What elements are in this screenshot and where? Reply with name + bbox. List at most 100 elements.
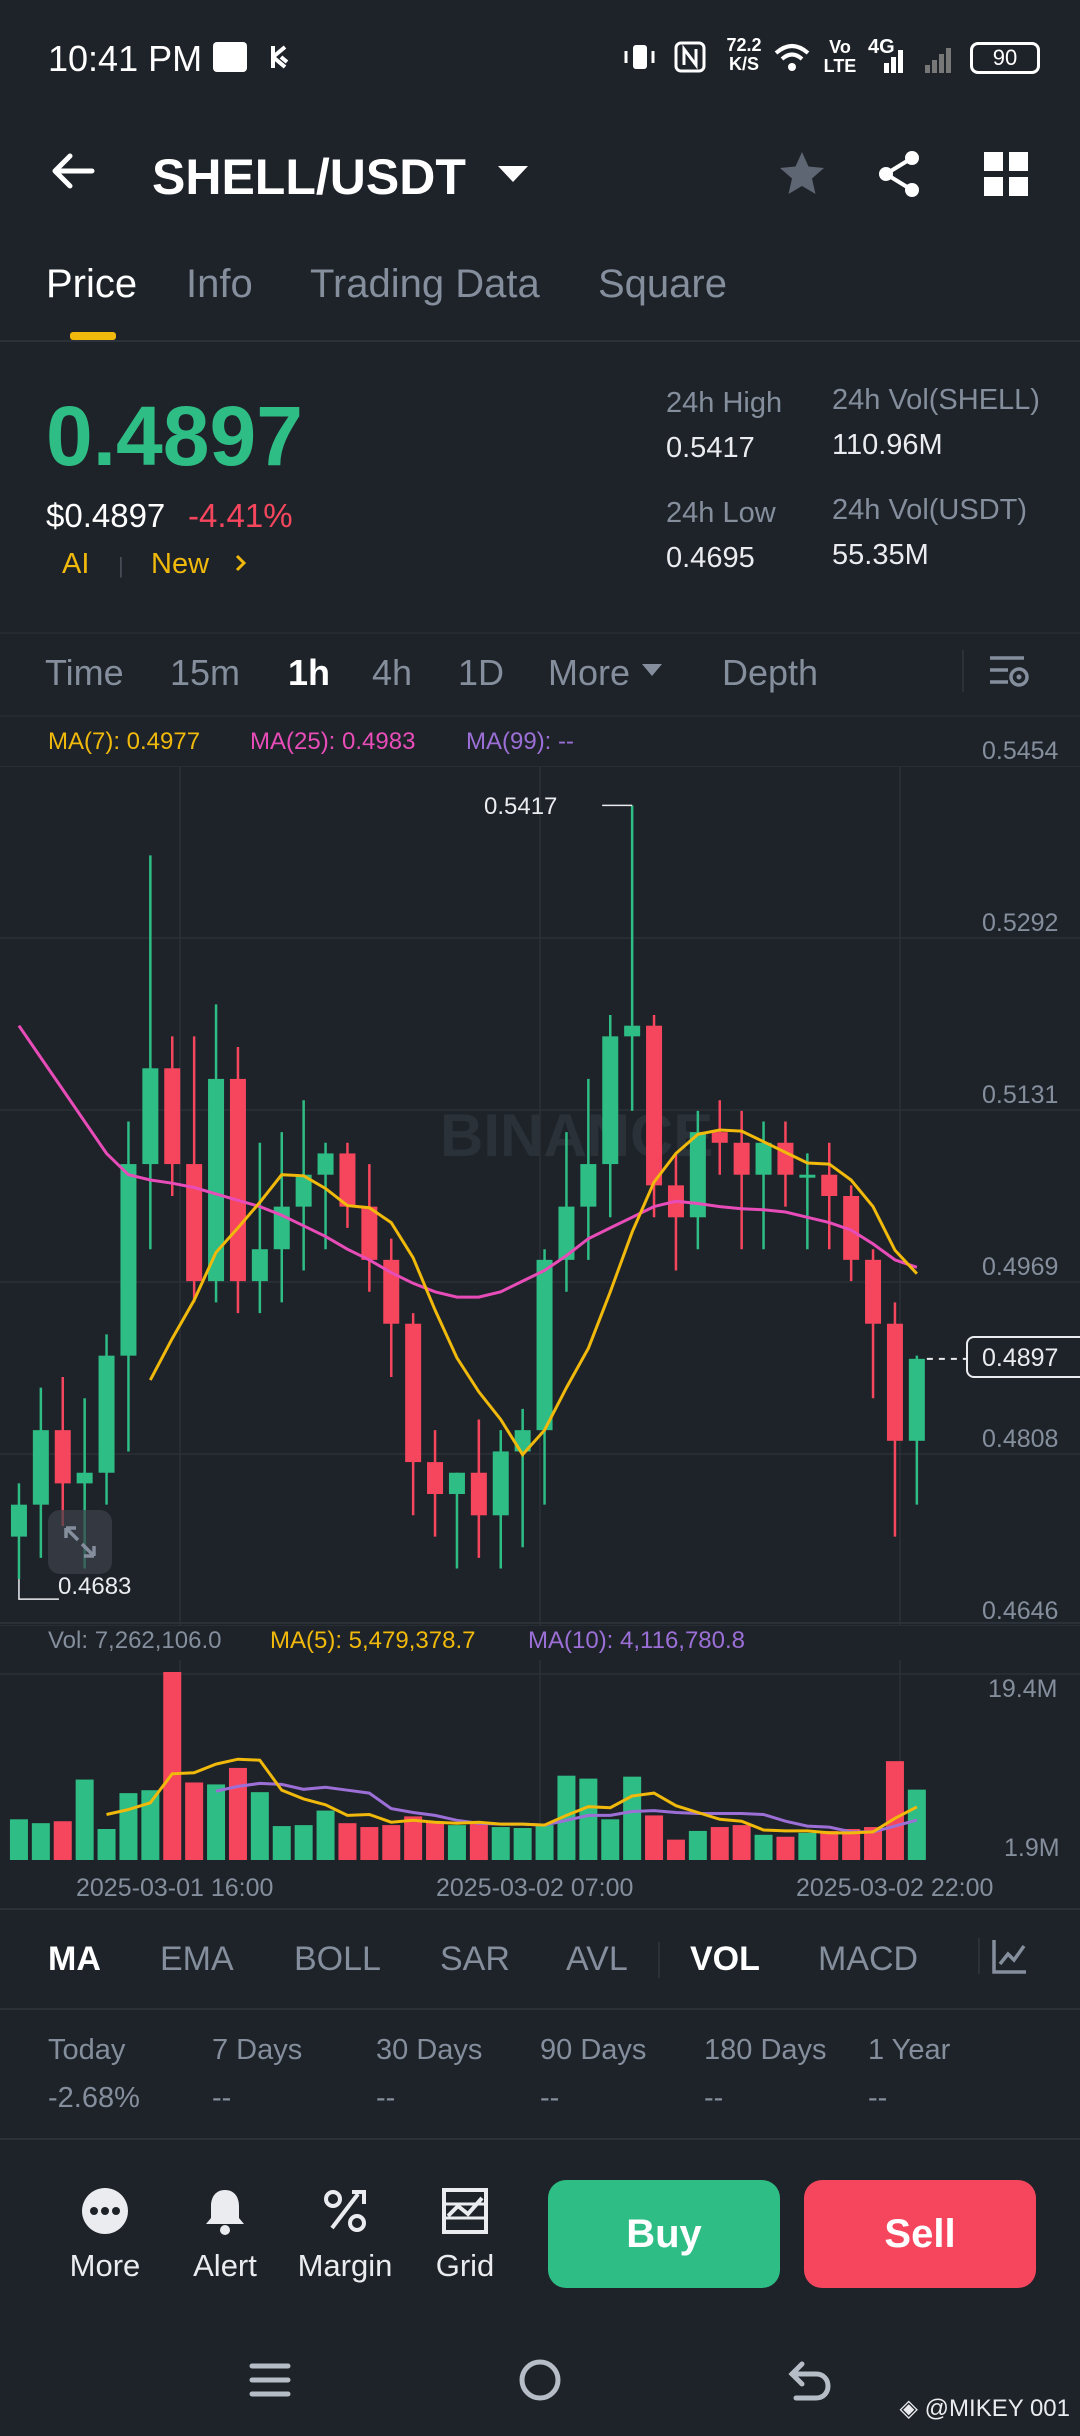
candle-body	[164, 1068, 181, 1165]
y-tick-label: 0.4808	[982, 1425, 1059, 1453]
volume-bar	[754, 1834, 773, 1860]
fullscreen-expand-icon[interactable]	[48, 1510, 112, 1574]
interval-15m[interactable]: 15m	[170, 652, 241, 693]
volume-bar	[426, 1821, 445, 1860]
tab-info[interactable]: Info	[186, 262, 253, 306]
vol-ma10-line	[215, 1781, 918, 1834]
interval-1h[interactable]: 1h	[288, 652, 331, 693]
indicator-ema[interactable]: EMA	[160, 1940, 234, 1978]
nav-menu-icon[interactable]	[240, 2350, 300, 2410]
candle	[317, 1142, 334, 1250]
candle-body	[361, 1206, 378, 1260]
indicator-settings-icon[interactable]	[990, 1936, 1030, 1976]
tab-price[interactable]: Price	[46, 262, 138, 306]
volume-max-label: 19.4M	[988, 1675, 1058, 1703]
candle-body	[405, 1323, 422, 1463]
indicator-avl[interactable]: AVL	[566, 1940, 628, 1978]
candle-body	[908, 1358, 925, 1441]
ma99-legend: MA(99): --	[466, 728, 574, 755]
volume-bar	[798, 1832, 817, 1860]
volume-bar	[53, 1821, 72, 1860]
tab-square[interactable]: Square	[598, 262, 727, 306]
last-price: 0.4897	[46, 389, 303, 483]
pair-dropdown-icon[interactable]	[498, 166, 528, 182]
volume-bar	[645, 1815, 664, 1860]
nav-home-icon[interactable]	[510, 2350, 570, 2410]
margin-label: Margin	[297, 2248, 393, 2283]
high-24h-value: 0.5417	[666, 432, 755, 464]
chart-watermark: BINANCE	[440, 1102, 713, 1169]
volume-min-label: 1.9M	[1004, 1834, 1060, 1862]
chart-top-divider	[0, 715, 1080, 717]
interval-1d[interactable]: 1D	[458, 652, 505, 693]
candle-body	[186, 1164, 203, 1282]
favorite-star-icon[interactable]	[776, 148, 828, 200]
candle	[208, 1004, 225, 1303]
usd-price: $0.4897	[46, 497, 166, 534]
candle-body	[865, 1259, 882, 1324]
ma7-line	[148, 1128, 918, 1458]
volume-bar	[163, 1672, 182, 1860]
indicator-sar[interactable]: SAR	[440, 1940, 510, 1978]
grid-action[interactable]: Grid	[410, 2186, 520, 2306]
alert-action[interactable]: Alert	[170, 2186, 280, 2306]
candle-body	[339, 1153, 356, 1207]
sell-button[interactable]: Sell	[804, 2180, 1036, 2288]
period-1y-value: --	[868, 2082, 888, 2114]
more-label: More	[69, 2248, 141, 2283]
price-change-percent: -4.41%	[188, 497, 293, 534]
indicator-boll[interactable]: BOLL	[294, 1940, 381, 1978]
x-tick-label: 2025-03-02 07:00	[436, 1874, 634, 1902]
indicator-macd[interactable]: MACD	[818, 1940, 919, 1978]
grid-menu-icon[interactable]	[980, 148, 1032, 200]
more-dropdown-icon[interactable]	[642, 664, 662, 676]
low-marker-line	[18, 1579, 59, 1600]
interval-4h[interactable]: 4h	[372, 652, 413, 693]
candle	[843, 1185, 860, 1282]
depth-tab[interactable]: Depth	[722, 652, 819, 693]
volume-divider	[0, 1622, 1080, 1624]
more-action[interactable]: More	[50, 2186, 160, 2306]
candle	[32, 1387, 49, 1558]
ai-tag[interactable]: AI	[62, 548, 90, 580]
candlestick-chart[interactable]: BINANCE	[0, 766, 1080, 1626]
buy-button[interactable]: Buy	[548, 2180, 780, 2288]
nav-back-icon[interactable]	[780, 2350, 840, 2410]
new-tag[interactable]: New	[151, 548, 210, 580]
candle	[558, 1132, 575, 1292]
pair-title[interactable]: SHELL/USDT	[152, 149, 466, 205]
chart-settings-icon[interactable]	[986, 650, 1032, 692]
indicator-ma[interactable]: MA	[48, 1940, 101, 1978]
share-icon[interactable]	[874, 148, 926, 200]
volume-chart	[0, 1660, 1080, 1860]
candle-body	[448, 1472, 465, 1495]
vol-base-value: 110.96M	[832, 429, 943, 461]
chevron-right-icon[interactable]	[232, 552, 250, 579]
volume-bar	[907, 1789, 926, 1860]
candle	[777, 1121, 794, 1207]
candle	[10, 1483, 27, 1580]
candle	[361, 1164, 378, 1292]
interval-time[interactable]: Time	[45, 652, 124, 693]
margin-action[interactable]: Margin	[290, 2186, 400, 2306]
candle-body	[733, 1142, 750, 1175]
candle	[799, 1153, 816, 1250]
y-tick-label: 0.4969	[982, 1253, 1059, 1281]
candle	[142, 855, 159, 1250]
volume-bar	[469, 1822, 488, 1860]
volume-bar	[820, 1830, 839, 1860]
volume-bar	[382, 1825, 401, 1860]
candle	[54, 1376, 71, 1526]
indicator-vol[interactable]: VOL	[690, 1940, 760, 1978]
y-tick-label: 0.5292	[982, 909, 1059, 937]
candle	[120, 1121, 137, 1452]
interval-more[interactable]: More	[548, 652, 631, 693]
tab-trading-data[interactable]: Trading Data	[310, 262, 540, 306]
alert-label: Alert	[193, 2248, 257, 2283]
interval-top-divider	[0, 632, 1080, 634]
vol-quote-label: 24h Vol(USDT)	[832, 494, 1028, 526]
candle-body	[711, 1132, 728, 1143]
grid-bot-icon	[442, 2188, 488, 2234]
back-icon[interactable]	[48, 145, 100, 197]
volume-bar	[316, 1810, 335, 1860]
